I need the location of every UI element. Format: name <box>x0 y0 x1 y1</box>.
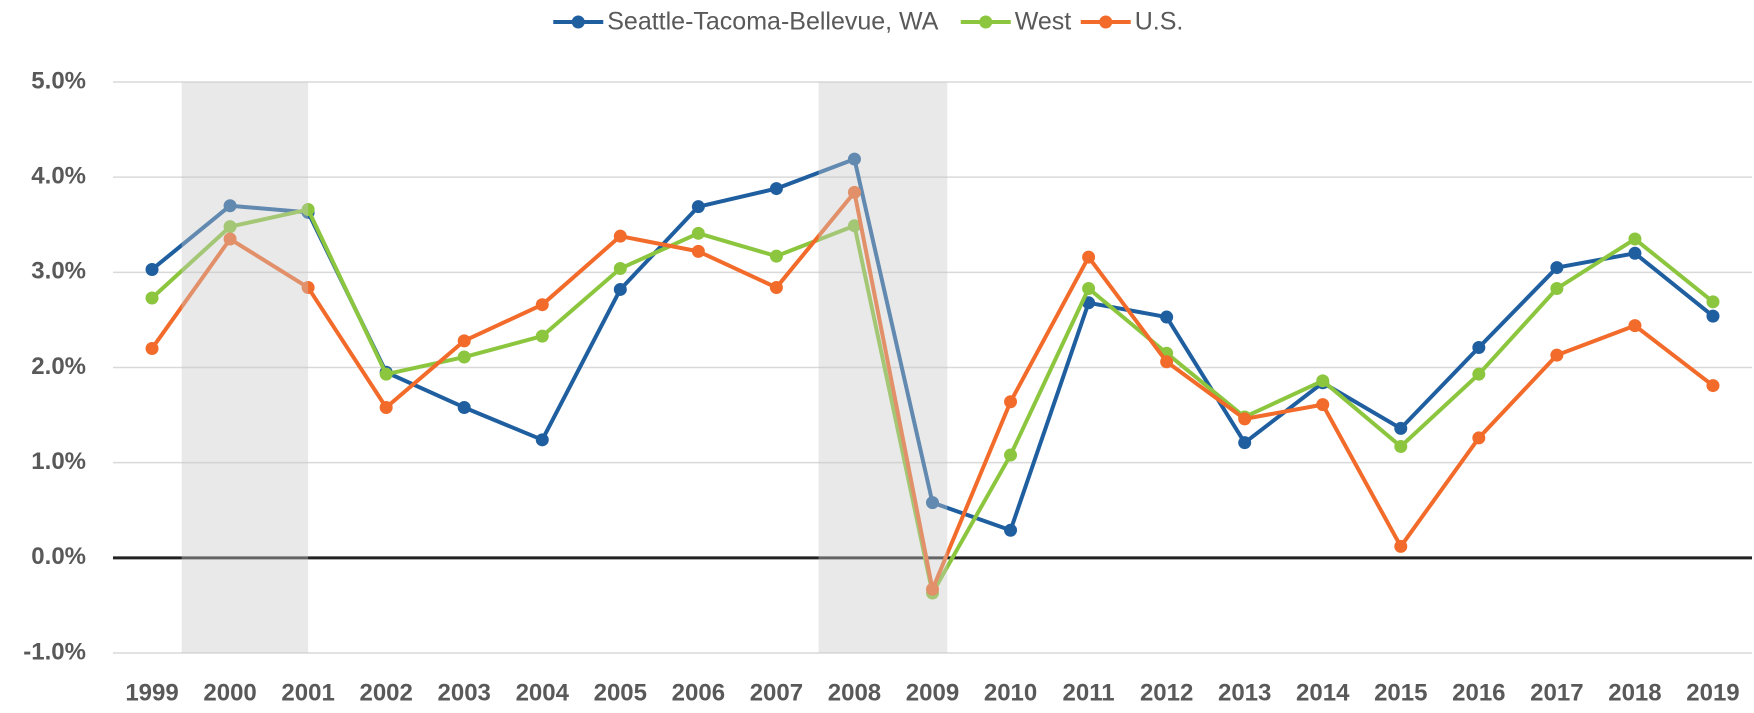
data-point <box>1004 448 1018 462</box>
data-point <box>1628 319 1642 333</box>
x-tick-label: 2002 <box>359 679 412 706</box>
data-point <box>847 185 861 199</box>
data-point <box>1004 395 1018 409</box>
legend-marker <box>571 15 585 29</box>
data-point <box>691 226 705 240</box>
x-tick-label: 2003 <box>438 679 491 706</box>
y-tick-label: 3.0% <box>31 258 86 285</box>
data-point <box>847 152 861 166</box>
legend-marker <box>979 15 993 29</box>
x-tick-label: 2009 <box>906 679 959 706</box>
legend-marker <box>1099 15 1113 29</box>
data-point <box>1394 421 1408 435</box>
data-point <box>1316 374 1330 388</box>
data-point <box>1160 310 1174 324</box>
x-tick-label: 2008 <box>828 679 881 706</box>
data-point <box>1706 295 1720 309</box>
data-point <box>301 281 315 295</box>
data-point <box>145 291 159 305</box>
data-point <box>1394 539 1408 553</box>
x-tick-label: 2000 <box>203 679 256 706</box>
data-point <box>301 203 315 217</box>
recession-shade <box>181 82 309 653</box>
data-point <box>535 433 549 447</box>
data-point <box>1706 309 1720 323</box>
x-tick-label: 2007 <box>750 679 803 706</box>
data-point <box>1238 412 1252 426</box>
y-tick-label: 5.0% <box>31 67 86 94</box>
x-tick-label: 2017 <box>1530 679 1583 706</box>
legend-label: West <box>1015 8 1072 36</box>
data-point <box>535 298 549 312</box>
data-point <box>1706 379 1720 393</box>
data-point <box>223 232 237 246</box>
data-point <box>1550 282 1564 296</box>
data-point <box>1472 431 1486 445</box>
data-point <box>457 400 471 414</box>
x-tick-label: 2006 <box>672 679 725 706</box>
legend-label: U.S. <box>1135 8 1184 36</box>
data-point <box>613 262 627 276</box>
x-tick-label: 2010 <box>984 679 1037 706</box>
data-point <box>613 229 627 243</box>
x-tick-label: 2015 <box>1374 679 1427 706</box>
data-point <box>691 200 705 214</box>
data-point <box>1550 348 1564 362</box>
x-tick-label: 2018 <box>1608 679 1661 706</box>
x-tick-label: 2019 <box>1686 679 1739 706</box>
data-point <box>1628 232 1642 246</box>
data-point <box>769 249 783 263</box>
recession-shade <box>818 82 948 653</box>
y-tick-label: 0.0% <box>31 543 86 570</box>
data-point <box>926 582 939 596</box>
data-point <box>1082 282 1096 296</box>
x-tick-label: 1999 <box>125 679 178 706</box>
y-tick-label: 1.0% <box>31 448 86 475</box>
x-tick-label: 2004 <box>516 679 570 706</box>
x-tick-label: 2014 <box>1296 679 1350 706</box>
x-tick-label: 2012 <box>1140 679 1193 706</box>
data-point <box>223 199 237 213</box>
data-point <box>145 262 159 276</box>
data-point <box>457 334 471 348</box>
x-tick-label: 2001 <box>281 679 334 706</box>
data-point <box>1160 355 1174 369</box>
y-tick-label: -1.0% <box>23 638 86 665</box>
legend-label: Seattle-Tacoma-Bellevue, WA <box>607 8 938 36</box>
data-point <box>379 400 393 414</box>
data-point <box>379 367 393 381</box>
data-point <box>1472 341 1486 355</box>
data-point <box>1550 261 1564 275</box>
y-tick-label: 4.0% <box>31 163 86 190</box>
x-tick-label: 2016 <box>1452 679 1505 706</box>
data-point <box>1316 398 1330 412</box>
data-point <box>1082 250 1096 264</box>
x-tick-label: 2005 <box>594 679 647 706</box>
y-tick-label: 2.0% <box>31 353 86 380</box>
data-point <box>691 244 705 258</box>
data-point <box>613 282 627 296</box>
data-point <box>1004 523 1018 537</box>
data-point <box>145 341 159 355</box>
data-point <box>847 219 861 233</box>
data-point <box>1472 367 1486 381</box>
data-point <box>1628 246 1642 260</box>
data-point <box>457 350 471 364</box>
data-point <box>1394 439 1408 453</box>
data-point <box>535 329 549 343</box>
data-point <box>769 281 783 295</box>
data-point <box>1238 436 1252 450</box>
legend: Seattle-Tacoma-Bellevue, WA West U.S. <box>553 8 1183 36</box>
x-tick-label: 2013 <box>1218 679 1271 706</box>
data-point <box>926 496 939 510</box>
data-point <box>223 220 237 234</box>
data-point <box>769 182 783 196</box>
x-tick-label: 2011 <box>1063 679 1115 706</box>
